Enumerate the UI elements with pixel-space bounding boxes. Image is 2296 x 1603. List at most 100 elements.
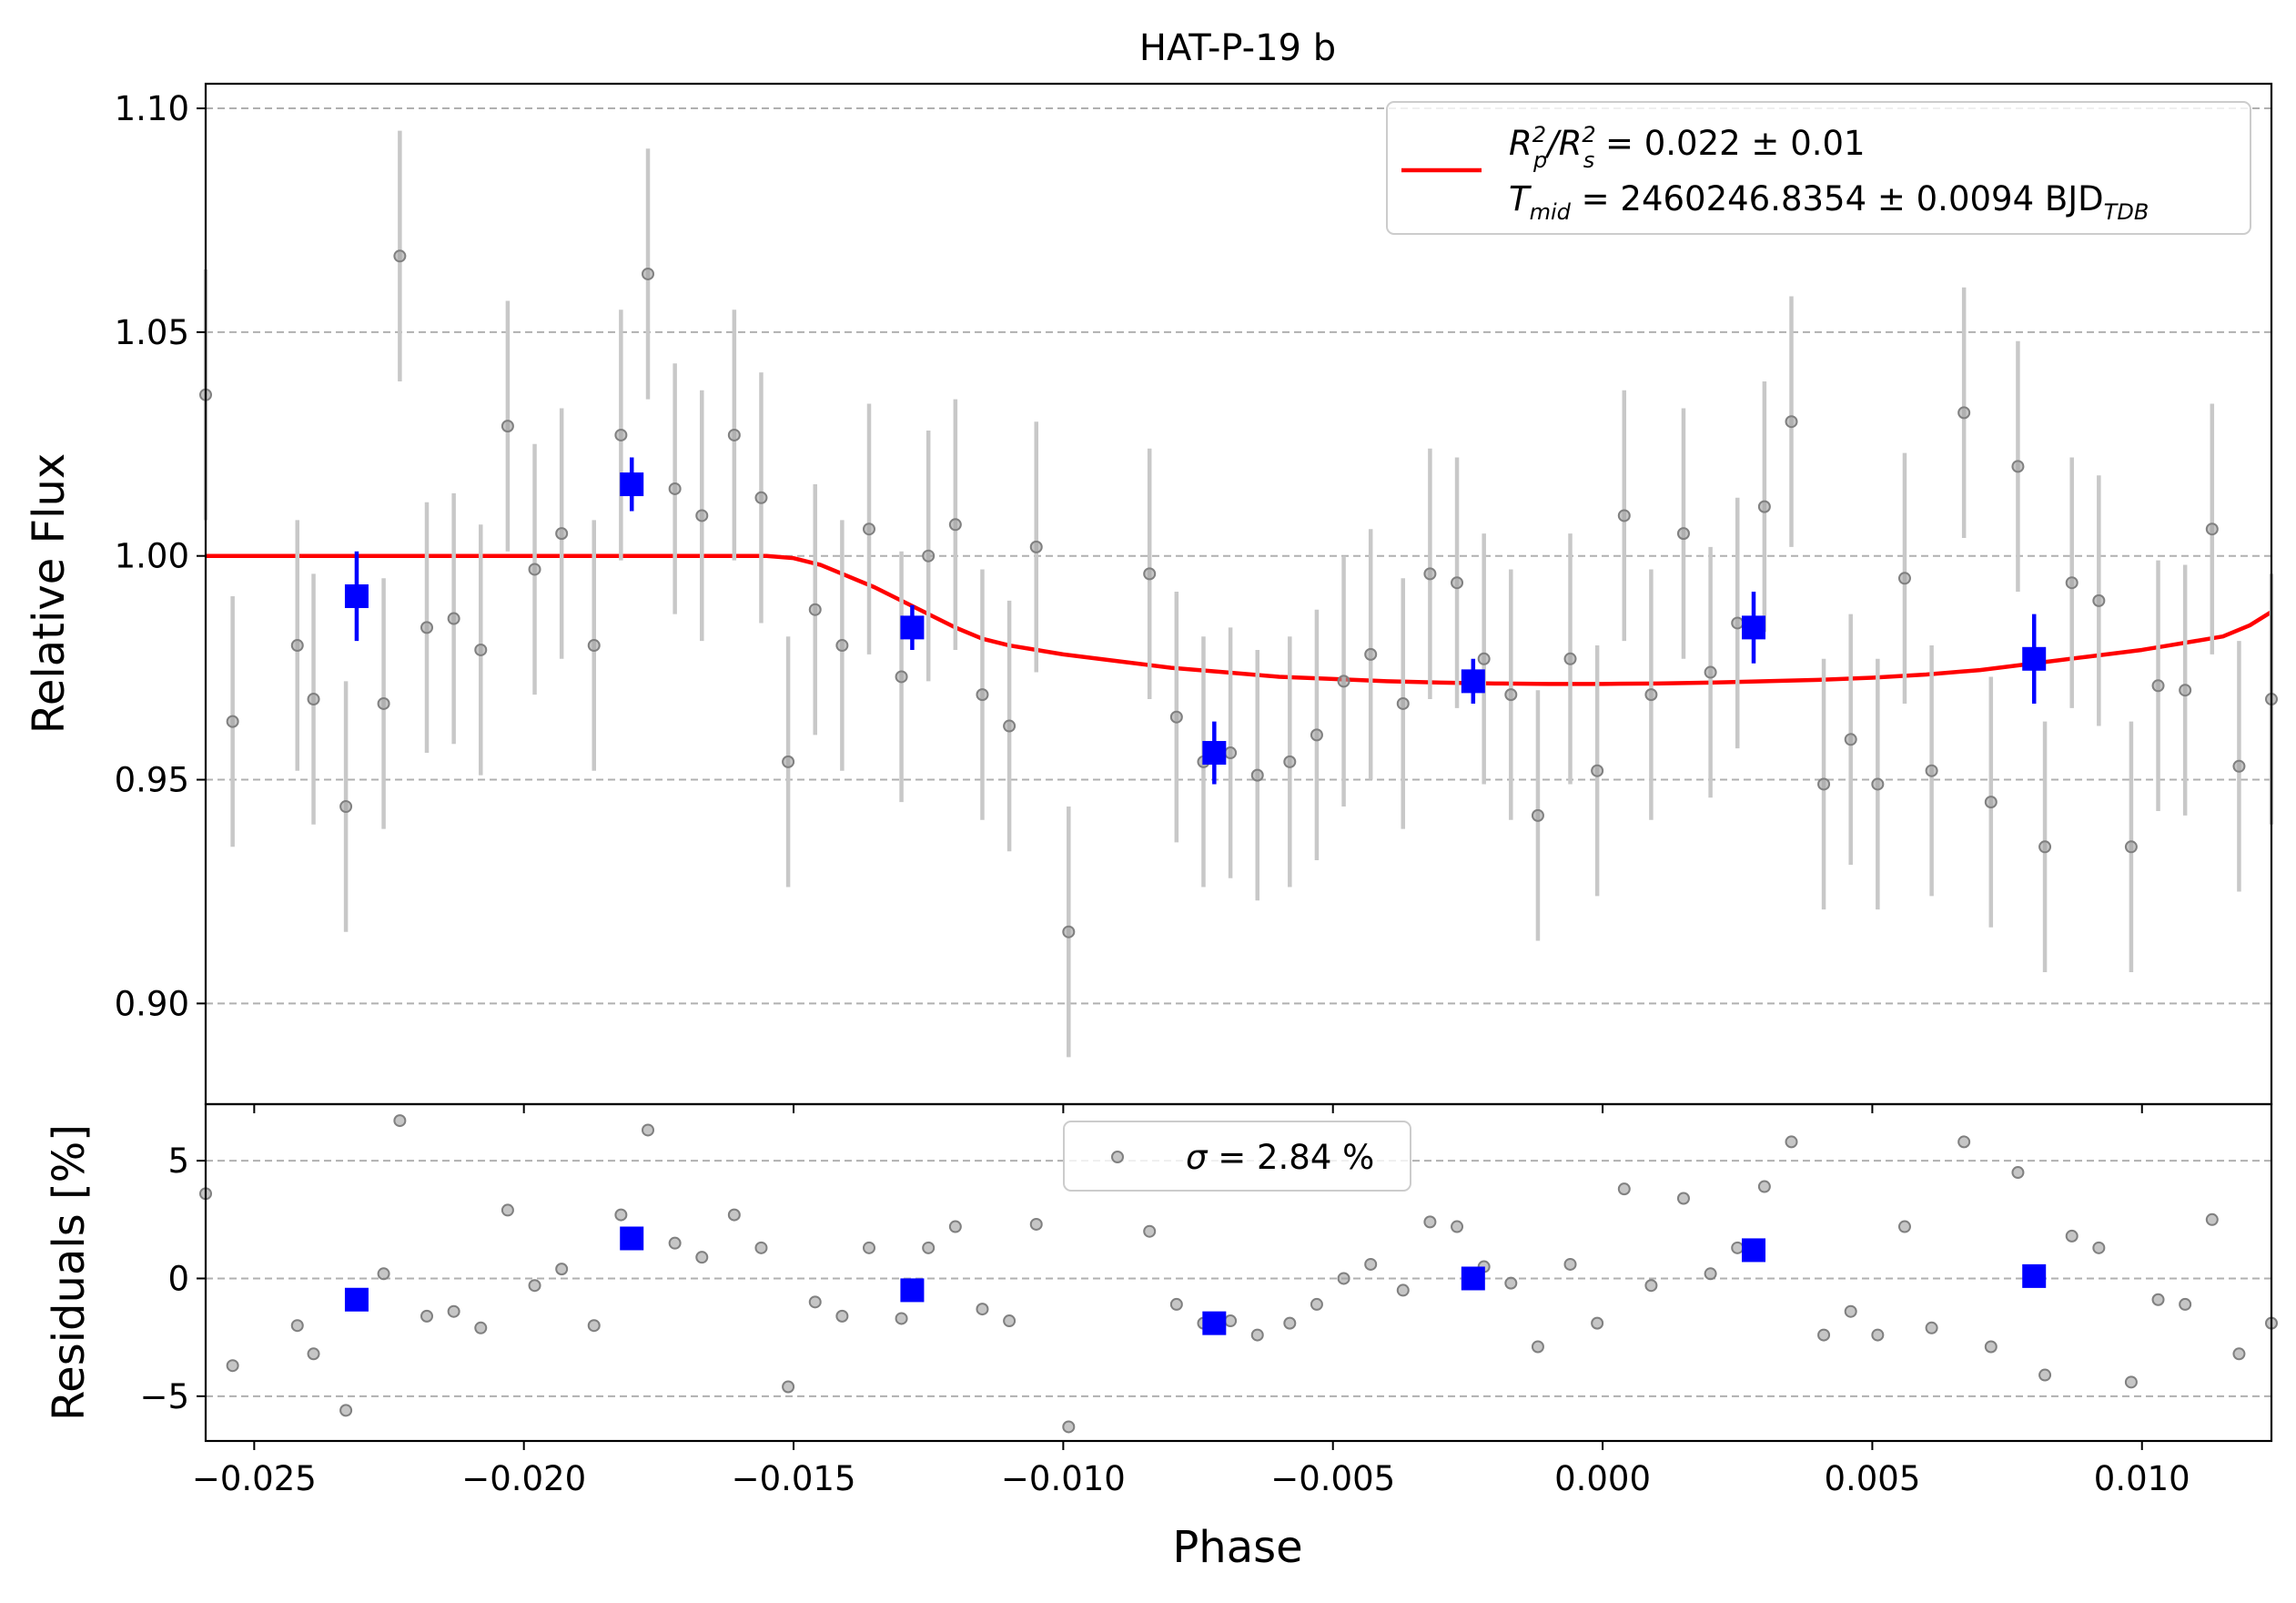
- raw-point: [2151, 679, 2165, 693]
- raw-point: [1169, 710, 1183, 724]
- residual-point: [1337, 1272, 1350, 1285]
- top-binned-points-layer: [344, 457, 2047, 785]
- raw-point: [727, 428, 741, 441]
- raw-point: [1704, 665, 1717, 679]
- raw-point: [1477, 652, 1491, 665]
- raw-point: [1871, 777, 1885, 791]
- residual-point: [1062, 1420, 1076, 1434]
- top-model-layer: [206, 553, 2273, 686]
- raw-point: [1224, 746, 1238, 760]
- top-y-tick-label: 0.90: [115, 984, 189, 1023]
- raw-point: [447, 612, 460, 625]
- top-panel-frame: [204, 82, 2273, 1106]
- raw-point: [782, 755, 795, 768]
- residual-point: [782, 1380, 795, 1394]
- raw-point: [1364, 647, 1378, 661]
- binned-point: [344, 583, 369, 608]
- raw-point: [614, 428, 628, 441]
- residual-point: [393, 1114, 407, 1128]
- binned-point: [620, 472, 644, 497]
- top-y-tick-label: 0.95: [115, 761, 189, 800]
- raw-point: [1817, 777, 1831, 791]
- raw-point: [1423, 567, 1437, 581]
- bottom-x-ticks: −0.025 −0.020 −0.015 −0.010 −0.005 0.000 0.005…: [192, 1441, 2190, 1498]
- binned-residual-point: [1202, 1311, 1227, 1335]
- transit-model-line: [206, 553, 2273, 686]
- residual-point: [307, 1347, 320, 1361]
- raw-point: [393, 249, 407, 263]
- bottom-x-tick-label: −0.020: [461, 1459, 586, 1498]
- raw-point: [2179, 684, 2192, 697]
- raw-point: [587, 639, 601, 653]
- residual-point: [474, 1321, 488, 1334]
- raw-point: [307, 693, 320, 706]
- residual-point: [1563, 1257, 1577, 1271]
- residual-point: [1757, 1180, 1771, 1193]
- raw-point: [1591, 764, 1604, 777]
- residual-point: [642, 1123, 655, 1137]
- raw-point: [1984, 796, 1998, 809]
- raw-point: [1029, 540, 1043, 553]
- bottom-x-tick-label: −0.010: [1001, 1459, 1126, 1498]
- bottom-x-tick-label: 0.005: [1824, 1459, 1920, 1498]
- residual-point: [501, 1203, 514, 1217]
- binned-residual-point: [1461, 1266, 1485, 1291]
- residual-point: [555, 1263, 569, 1276]
- top-y-tick-label: 1.05: [115, 313, 189, 352]
- top-y-tick-label: 1.10: [115, 89, 189, 128]
- residual-point: [1029, 1217, 1043, 1231]
- legend-radius-ratio-text: R2 p/R2 s = 0.022 ± 0.01: [1509, 122, 1866, 173]
- residual-point: [1984, 1340, 1998, 1354]
- bottom-y-tick-label: 5: [167, 1141, 189, 1181]
- chart-title: HAT-P-19 b: [1139, 27, 1336, 69]
- bottom-legend-box: [1063, 1121, 1411, 1192]
- residual-point: [1364, 1257, 1378, 1271]
- raw-point: [528, 563, 541, 576]
- raw-point: [835, 639, 849, 653]
- raw-point: [555, 527, 569, 541]
- residual-point: [226, 1359, 239, 1373]
- residual-point: [1591, 1316, 1604, 1330]
- residual-point: [2038, 1368, 2052, 1382]
- raw-point: [1504, 688, 1518, 702]
- residual-point: [1531, 1340, 1544, 1354]
- raw-point: [2124, 840, 2138, 854]
- raw-point: [922, 549, 936, 563]
- residual-point: [1143, 1224, 1157, 1238]
- raw-point: [863, 522, 876, 536]
- raw-point: [2038, 840, 2052, 854]
- binned-residual-point: [900, 1278, 925, 1303]
- residual-point: [1224, 1314, 1238, 1328]
- residual-point: [2011, 1166, 2025, 1180]
- top-y-axis-label: Relative Flux: [24, 453, 75, 735]
- legend-mid-time-text: Tmid = 2460246.8354 ± 0.0094 BJDTDB: [1509, 179, 2149, 225]
- residual-point: [339, 1404, 353, 1417]
- residual-point: [2151, 1293, 2165, 1306]
- residual-point: [1676, 1192, 1690, 1205]
- residual-point: [1785, 1135, 1798, 1149]
- bottom-y-tick-label: −5: [139, 1377, 189, 1416]
- raw-point: [474, 643, 488, 656]
- residual-point: [420, 1309, 434, 1323]
- bottom-legend: σ = 2.84 %: [1063, 1121, 1411, 1192]
- residual-point: [1504, 1276, 1518, 1290]
- binned-point: [1742, 615, 1766, 640]
- top-y-tick-label: 1.00: [115, 537, 189, 576]
- residual-point: [808, 1295, 822, 1309]
- raw-point: [501, 420, 514, 433]
- bottom-x-tick-label: 0.000: [1554, 1459, 1651, 1498]
- residual-point: [1897, 1220, 1911, 1233]
- residual-point: [863, 1241, 876, 1254]
- residual-point: [1617, 1182, 1631, 1196]
- raw-point: [948, 518, 962, 532]
- raw-point: [2205, 522, 2219, 536]
- raw-point: [1785, 415, 1798, 429]
- residual-point: [922, 1241, 936, 1254]
- legend-residual-swatch: [1111, 1151, 1124, 1163]
- binned-point: [2022, 646, 2047, 671]
- bottom-y-ticks: −5 0 5: [139, 1141, 206, 1416]
- residual-point: [447, 1304, 460, 1318]
- bottom-x-tick-label: 0.010: [2094, 1459, 2190, 1498]
- raw-point: [642, 267, 655, 280]
